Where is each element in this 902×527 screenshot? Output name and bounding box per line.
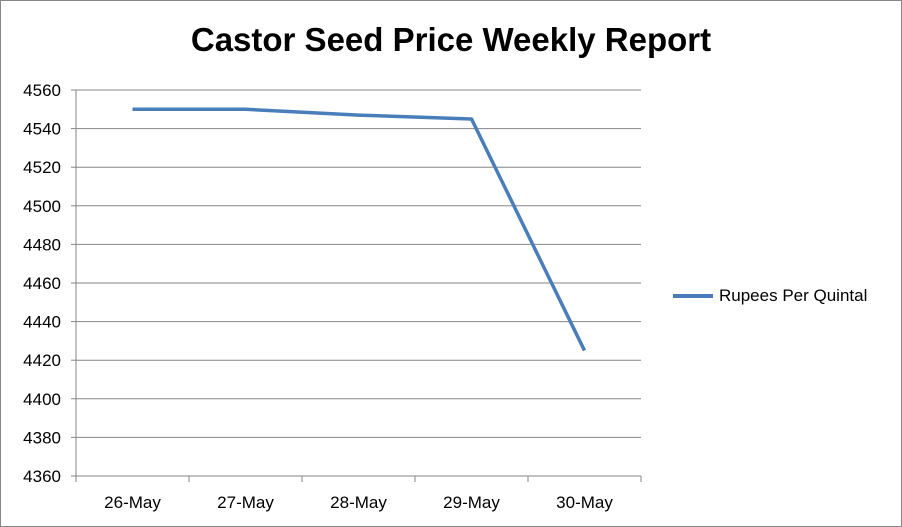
chart-title: Castor Seed Price Weekly Report	[190, 21, 712, 58]
y-tick-label: 4440	[23, 313, 61, 332]
x-tick-label: 27-May	[217, 493, 274, 512]
legend: Rupees Per Quintal	[673, 286, 867, 306]
legend-label: Rupees Per Quintal	[719, 286, 868, 305]
x-tick-labels: 26-May 27-May 28-May 29-May 30-May	[104, 493, 613, 512]
y-tick-label: 4420	[23, 351, 61, 370]
y-tick-label: 4500	[23, 197, 61, 216]
series-line	[132, 107, 587, 352]
gridlines	[76, 89, 641, 477]
y-tick-label: 4560	[23, 81, 61, 100]
y-tick-label: 4460	[23, 274, 61, 293]
y-tick-label: 4360	[23, 467, 61, 486]
y-tick-label: 4520	[23, 158, 61, 177]
series-lines	[132, 107, 587, 352]
x-tick-label: 30-May	[556, 493, 613, 512]
x-tick-label: 28-May	[330, 493, 387, 512]
y-tick-label: 4400	[23, 390, 61, 409]
x-tick-label: 29-May	[443, 493, 500, 512]
legend-swatch	[673, 294, 713, 298]
y-tick-label: 4540	[23, 120, 61, 139]
x-tick-label: 26-May	[104, 493, 161, 512]
y-tick-label: 4380	[23, 428, 61, 447]
axes	[71, 89, 642, 482]
y-tick-labels: 4360 4380 4400 4420 4440 4460 4480 4500 4520 4540…	[23, 81, 61, 486]
y-tick-label: 4480	[23, 235, 61, 254]
